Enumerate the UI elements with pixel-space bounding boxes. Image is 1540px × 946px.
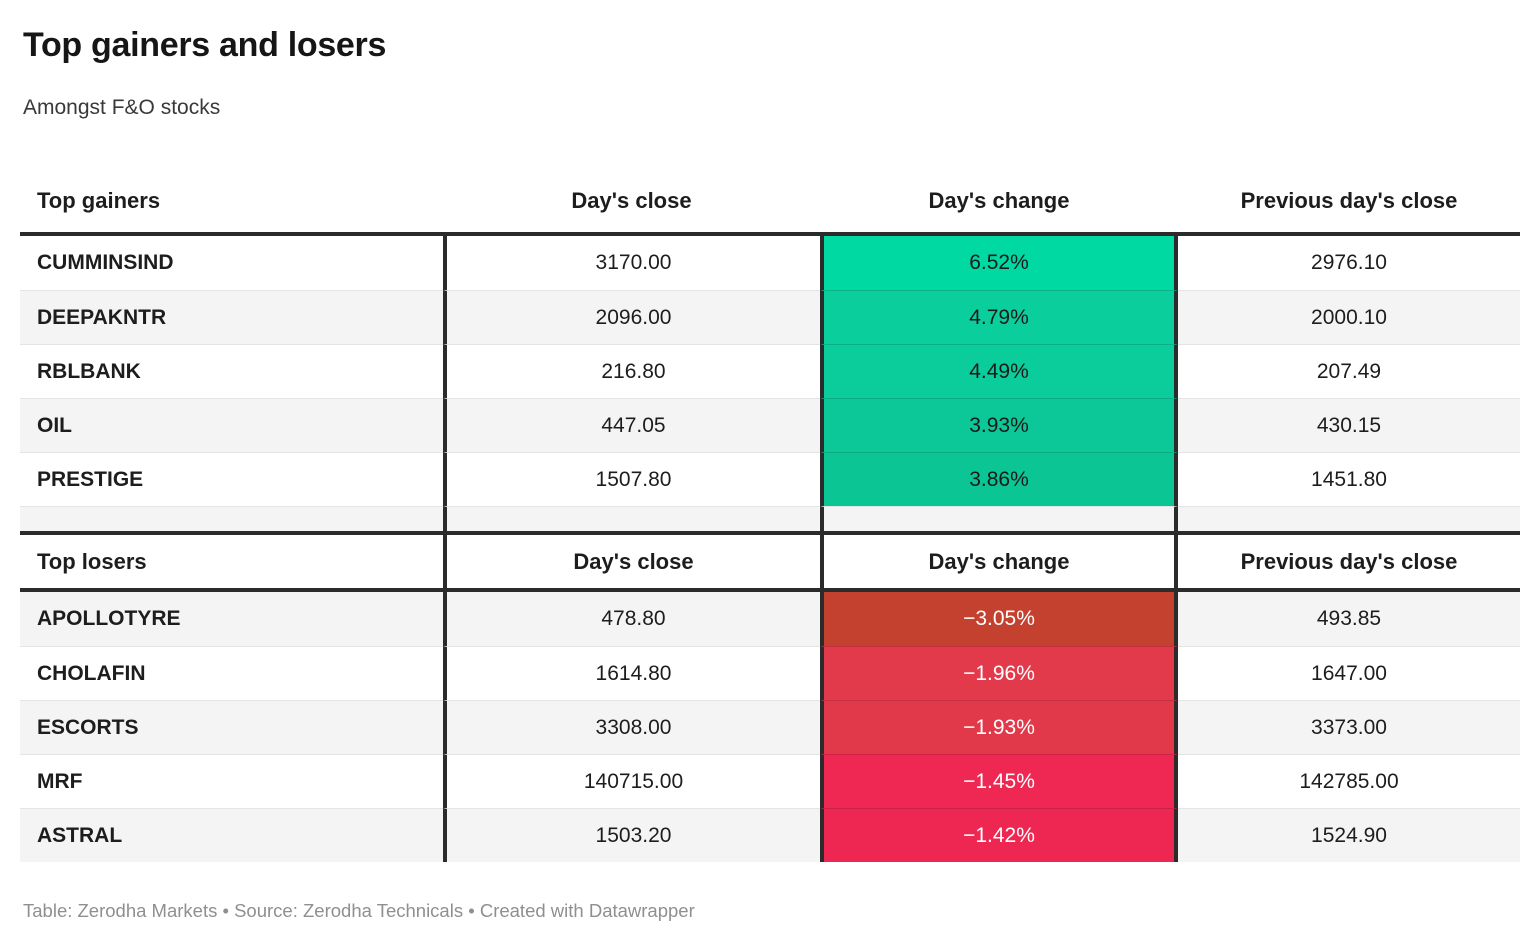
stock-symbol-cell: APOLLOTYRE: [20, 592, 443, 646]
header-divider: [20, 232, 1520, 236]
days-close-cell: 1507.80: [443, 452, 820, 506]
previous-close-cell: 3373.00: [1178, 700, 1520, 754]
table-row: CHOLAFIN 1614.80 −1.96% 1647.00: [20, 646, 1520, 700]
section-divider: [20, 531, 1520, 535]
previous-close-cell: 2000.10: [1178, 290, 1520, 344]
column-header-days-close: Day's close: [443, 535, 820, 588]
spacer-row: [20, 506, 1520, 531]
gainers-header-row: Top gainers Day's close Day's change Pre…: [20, 170, 1520, 232]
column-header-days-change: Day's change: [820, 170, 1178, 232]
table-row: RBLBANK 216.80 4.49% 207.49: [20, 344, 1520, 398]
table-row: APOLLOTYRE 478.80 −3.05% 493.85: [20, 592, 1520, 646]
spacer-cell: [820, 506, 1178, 531]
previous-close-cell: 1524.90: [1178, 808, 1520, 862]
gainers-body: CUMMINSIND 3170.00 6.52% 2976.10 DEEPAKNTR 20…: [20, 236, 1520, 506]
losers-body: APOLLOTYRE 478.80 −3.05% 493.85 CHOLAFIN 1614…: [20, 592, 1520, 862]
stock-symbol-cell: ESCORTS: [20, 700, 443, 754]
spacer-cell: [1178, 506, 1520, 531]
days-change-cell: −1.42%: [820, 808, 1178, 862]
previous-close-cell: 1451.80: [1178, 452, 1520, 506]
table-row: DEEPAKNTR 2096.00 4.79% 2000.10: [20, 290, 1520, 344]
days-close-cell: 3170.00: [443, 236, 820, 290]
previous-close-cell: 493.85: [1178, 592, 1520, 646]
days-close-cell: 447.05: [443, 398, 820, 452]
previous-close-cell: 430.15: [1178, 398, 1520, 452]
stock-symbol-cell: CHOLAFIN: [20, 646, 443, 700]
losers-header-row: Top losers Day's close Day's change Prev…: [20, 535, 1520, 588]
days-close-cell: 1614.80: [443, 646, 820, 700]
previous-close-cell: 1647.00: [1178, 646, 1520, 700]
column-header-previous-days-close: Previous day's close: [1178, 535, 1520, 588]
page-subtitle: Amongst F&O stocks: [23, 96, 221, 119]
days-change-cell: −1.45%: [820, 754, 1178, 808]
stock-symbol-cell: DEEPAKNTR: [20, 290, 443, 344]
gainers-losers-table: Top gainers Day's close Day's change Pre…: [20, 170, 1520, 862]
stock-symbol-cell: RBLBANK: [20, 344, 443, 398]
column-header-top-losers: Top losers: [20, 535, 443, 588]
page-title: Top gainers and losers: [23, 26, 387, 64]
days-change-cell: 4.79%: [820, 290, 1178, 344]
days-close-cell: 216.80: [443, 344, 820, 398]
column-header-top-gainers: Top gainers: [20, 170, 443, 232]
table-row: ESCORTS 3308.00 −1.93% 3373.00: [20, 700, 1520, 754]
column-header-days-change: Day's change: [820, 535, 1178, 588]
table-row: CUMMINSIND 3170.00 6.52% 2976.10: [20, 236, 1520, 290]
days-change-cell: 4.49%: [820, 344, 1178, 398]
column-header-previous-days-close: Previous day's close: [1178, 170, 1520, 232]
stock-symbol-cell: ASTRAL: [20, 808, 443, 862]
table-row: PRESTIGE 1507.80 3.86% 1451.80: [20, 452, 1520, 506]
table-row: OIL 447.05 3.93% 430.15: [20, 398, 1520, 452]
days-close-cell: 3308.00: [443, 700, 820, 754]
days-close-cell: 2096.00: [443, 290, 820, 344]
days-change-cell: 3.93%: [820, 398, 1178, 452]
stock-symbol-cell: MRF: [20, 754, 443, 808]
days-close-cell: 478.80: [443, 592, 820, 646]
stock-symbol-cell: CUMMINSIND: [20, 236, 443, 290]
days-change-cell: 6.52%: [820, 236, 1178, 290]
spacer-cell: [443, 506, 820, 531]
table-row: MRF 140715.00 −1.45% 142785.00: [20, 754, 1520, 808]
previous-close-cell: 207.49: [1178, 344, 1520, 398]
days-change-cell: 3.86%: [820, 452, 1178, 506]
previous-close-cell: 142785.00: [1178, 754, 1520, 808]
days-close-cell: 140715.00: [443, 754, 820, 808]
stock-symbol-cell: OIL: [20, 398, 443, 452]
days-close-cell: 1503.20: [443, 808, 820, 862]
page: Top gainers and losers Amongst F&O stock…: [20, 26, 1520, 921]
attribution-footer: Table: Zerodha Markets • Source: Zerodha…: [23, 900, 695, 921]
days-change-cell: −1.93%: [820, 700, 1178, 754]
spacer-cell: [20, 506, 443, 531]
stock-symbol-cell: PRESTIGE: [20, 452, 443, 506]
table-row: ASTRAL 1503.20 −1.42% 1524.90: [20, 808, 1520, 862]
previous-close-cell: 2976.10: [1178, 236, 1520, 290]
column-header-days-close: Day's close: [443, 170, 820, 232]
header-divider: [20, 588, 1520, 592]
days-change-cell: −3.05%: [820, 592, 1178, 646]
days-change-cell: −1.96%: [820, 646, 1178, 700]
